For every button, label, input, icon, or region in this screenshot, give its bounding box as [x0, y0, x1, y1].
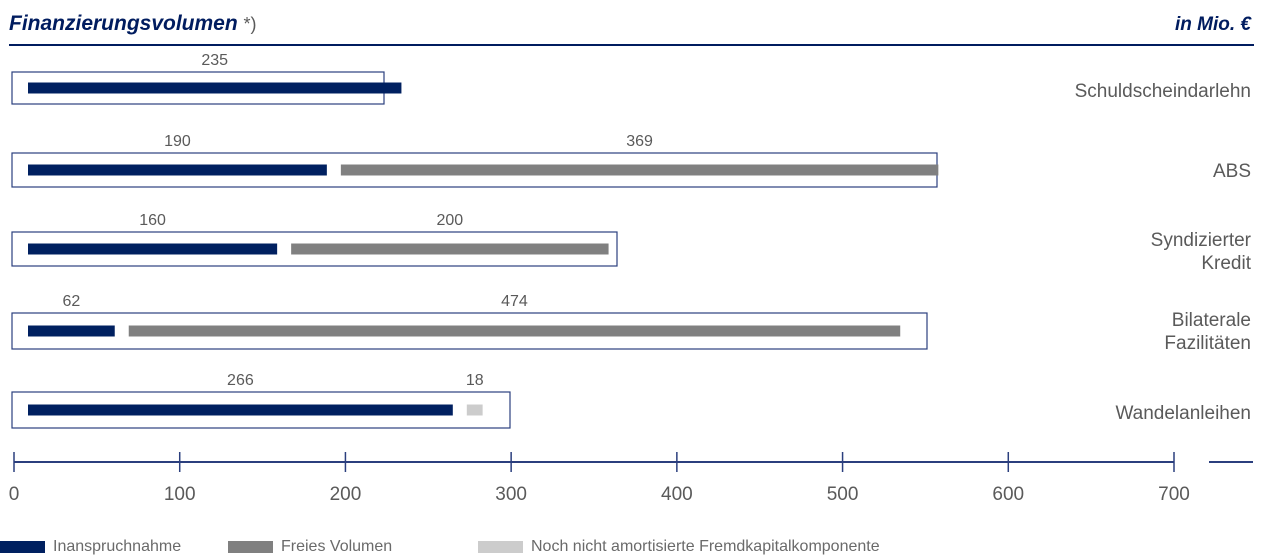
x-tick-label: 500 [827, 484, 859, 505]
legend-label-inanspruchnahme: Inanspruchnahme [53, 538, 182, 555]
legend-item-inanspruchnahme: Inanspruchnahme [0, 537, 181, 557]
financing-chart: 235 Schuldscheindarlehn 190 369 ABS 160 200 Syn… [9, 52, 1253, 505]
category-label: ABS [1213, 161, 1251, 182]
chart-title-text: Finanzierungsvolumen [9, 12, 238, 35]
category-frame [11, 231, 618, 267]
legend-item-freies-volumen: Freies Volumen [228, 537, 392, 557]
legend-item-fremdkapitalkomponente: Noch nicht amortisierte Fremdkapitalkomp… [478, 537, 880, 557]
bar-inanspruchnahme [28, 82, 402, 94]
x-tick-label: 100 [164, 484, 196, 505]
bar-value-label: 18 [466, 372, 484, 389]
bar-value-label: 160 [139, 212, 166, 229]
category-frame [11, 391, 511, 429]
bar-freies [340, 164, 939, 176]
category-label: Bilaterale [1172, 310, 1251, 331]
bar-inanspruchnahme [28, 325, 115, 337]
chart-title-note: *) [243, 14, 257, 34]
bar-value-label: 200 [437, 212, 464, 229]
x-tick-label: 300 [495, 484, 527, 505]
bar-freies [291, 243, 609, 255]
legend-swatch-freies-volumen [228, 541, 273, 553]
bar-inanspruchnahme [28, 243, 278, 255]
category-label: Wandelanleihen [1115, 403, 1251, 424]
unit-label: in Mio. € [1175, 14, 1251, 35]
x-tick-label: 0 [9, 484, 20, 505]
x-tick-label: 200 [330, 484, 362, 505]
bar-value-label: 266 [227, 372, 254, 389]
x-tick-label: 700 [1158, 484, 1190, 505]
bar-value-label: 369 [626, 133, 653, 150]
chart-title: Finanzierungsvolumen *) [9, 12, 257, 36]
category-label: Schuldscheindarlehn [1075, 81, 1251, 102]
category-label: Fazilitäten [1164, 333, 1251, 354]
legend-label-freies-volumen: Freies Volumen [281, 538, 393, 555]
legend-swatch-inanspruchnahme [0, 541, 45, 553]
category-label: Syndizierter [1151, 230, 1252, 251]
category-label: Kredit [1201, 253, 1251, 274]
bar-value-label: 474 [501, 293, 528, 310]
bar-value-label: 190 [164, 133, 191, 150]
category-frame [11, 312, 928, 350]
legend-swatch-fremdkapitalkomponente [478, 541, 523, 553]
bar-value-label: 235 [201, 52, 228, 69]
x-tick-label: 400 [661, 484, 693, 505]
legend-label-fremdkapitalkomponente: Noch nicht amortisierte Fremdkapitalkomp… [531, 538, 880, 555]
x-tick-label: 600 [992, 484, 1024, 505]
title-rule [9, 44, 1254, 46]
bar-inanspruchnahme [28, 164, 327, 176]
bar-value-label: 62 [62, 293, 80, 310]
bar-freies [128, 325, 901, 337]
bar-inanspruchnahme [28, 404, 453, 416]
bar-noch [466, 404, 483, 416]
